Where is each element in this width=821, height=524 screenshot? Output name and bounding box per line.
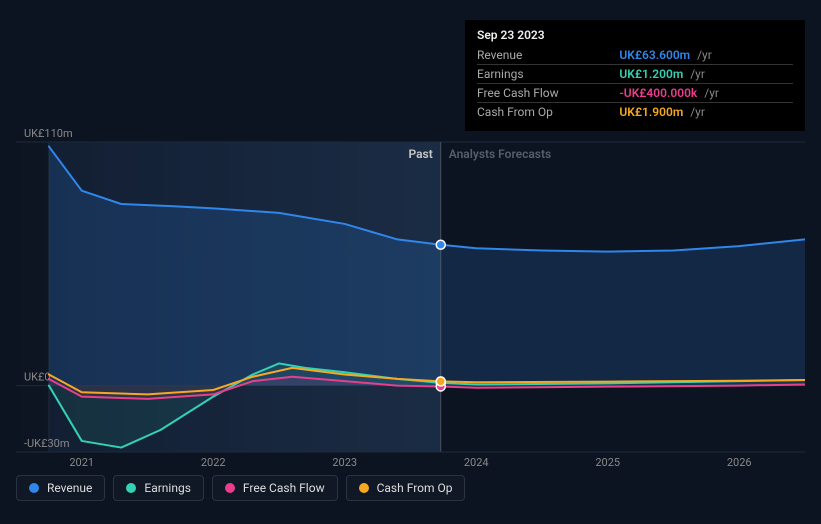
tooltip-label: Free Cash Flow [477, 84, 619, 103]
x-axis-label: 2024 [464, 456, 489, 467]
legend-swatch [29, 483, 39, 493]
legend-item-free-cash-flow[interactable]: Free Cash Flow [212, 475, 338, 501]
tooltip-value: UK£1.200m [619, 67, 683, 81]
legend-label: Earnings [144, 481, 191, 495]
x-axis-label: 2022 [201, 456, 226, 467]
tooltip-date: Sep 23 2023 [477, 28, 793, 46]
chart-area: UK£110m UK£0 -UK£30m Past Analysts Forecasts… [16, 12, 805, 467]
legend-label: Revenue [47, 481, 92, 495]
tooltip-label: Cash From Op [477, 103, 619, 122]
tooltip-label: Revenue [477, 46, 619, 65]
legend-item-revenue[interactable]: Revenue [16, 475, 105, 501]
legend-item-earnings[interactable]: Earnings [113, 475, 204, 501]
y-axis-label: UK£0 [24, 371, 51, 384]
tooltip-suffix: /yr [686, 105, 705, 119]
y-axis-label: -UK£30m [24, 437, 69, 450]
legend-swatch [126, 483, 136, 493]
legend-label: Free Cash Flow [243, 481, 325, 495]
legend-label: Cash From Op [377, 481, 453, 495]
y-axis-label: UK£110m [24, 127, 73, 140]
x-axis-label: 2023 [332, 456, 357, 467]
tooltip-row: Free Cash Flow -UK£400.000k /yr [477, 84, 793, 103]
x-axis-label: 2021 [69, 456, 94, 467]
tooltip-value: -UK£400.000k [619, 86, 697, 100]
legend-swatch [225, 483, 235, 493]
legend-item-cash-from-op[interactable]: Cash From Op [346, 475, 466, 501]
region-label-past: Past [408, 147, 432, 161]
tooltip-suffix: /yr [693, 48, 712, 62]
tooltip-value: UK£1.900m [619, 105, 683, 119]
chart-container: UK£110m UK£0 -UK£30m Past Analysts Forecasts… [0, 0, 821, 524]
tooltip-row: Earnings UK£1.200m /yr [477, 65, 793, 84]
tooltip-row: Revenue UK£63.600m /yr [477, 46, 793, 65]
tooltip-suffix: /yr [700, 86, 719, 100]
tooltip-value: UK£63.600m [619, 48, 690, 62]
legend-swatch [359, 483, 369, 493]
tooltip-row: Cash From Op UK£1.900m /yr [477, 103, 793, 122]
hover-tooltip: Sep 23 2023 Revenue UK£63.600m /yr Earni… [465, 20, 805, 131]
x-axis-label: 2026 [727, 456, 752, 467]
tooltip-suffix: /yr [686, 67, 705, 81]
legend: Revenue Earnings Free Cash Flow Cash Fro… [16, 475, 805, 501]
x-axis-label: 2025 [595, 456, 620, 467]
tooltip-table: Revenue UK£63.600m /yr Earnings UK£1.200… [477, 46, 793, 121]
region-label-forecast: Analysts Forecasts [449, 147, 551, 161]
tooltip-label: Earnings [477, 65, 619, 84]
